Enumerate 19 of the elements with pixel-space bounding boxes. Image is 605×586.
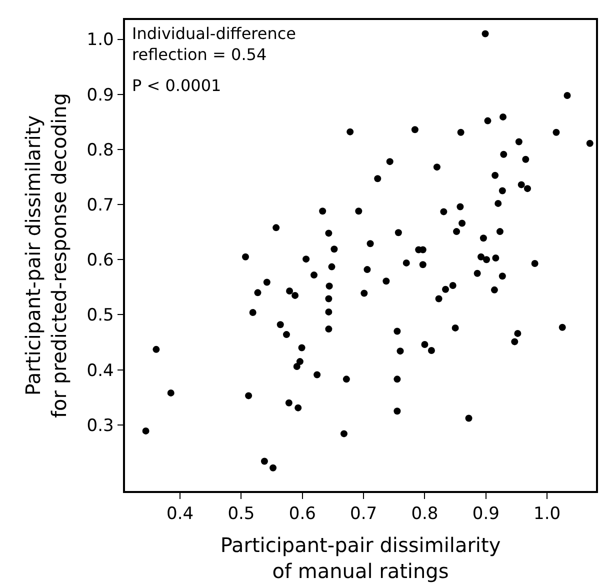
y-tick-label: 0.4 xyxy=(86,360,114,381)
y-tick-label: 0.6 xyxy=(86,250,114,271)
x-tick-label: 0.6 xyxy=(288,504,316,524)
y-tick-label: 0.5 xyxy=(86,306,114,326)
x-tick-label: 1.0 xyxy=(534,504,561,524)
y-tick-label: 1.0 xyxy=(86,30,114,50)
x-tick-label: 0.8 xyxy=(411,504,438,524)
y-tick-label: 0.9 xyxy=(86,85,114,106)
x-tick-label: 0.7 xyxy=(350,504,378,524)
annotation: P < 0.0001 xyxy=(132,76,222,95)
y-tick-label: 0.7 xyxy=(86,195,114,216)
x-tick-label: 0.5 xyxy=(228,504,255,524)
y-tick-label: 0.8 xyxy=(86,140,114,160)
y-tick-label: 0.3 xyxy=(86,416,114,436)
x-axis-title: Participant-pair dissimilarity of manual ratings xyxy=(220,533,501,584)
y-axis-title: Participant-pair dissimilarity for predicted-response decoding xyxy=(20,93,71,418)
annotation: Individual-difference reflection = 0.54 xyxy=(132,24,296,64)
x-tick-label: 0.9 xyxy=(472,504,500,524)
x-tick-label: 0.4 xyxy=(166,504,194,524)
